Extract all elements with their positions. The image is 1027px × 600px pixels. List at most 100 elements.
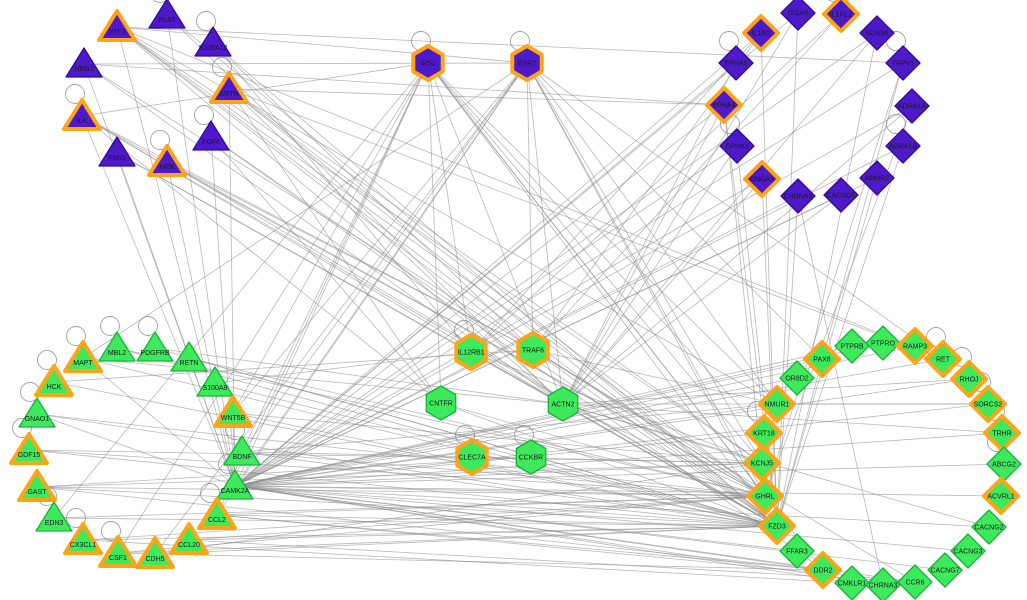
edge-esr2-fzd3 (526, 62, 778, 527)
node-ilk[interactable]: ILK (62, 98, 102, 131)
diamond-node-shape (986, 446, 1022, 482)
edge-artn-fzd3 (228, 88, 778, 527)
node-il1r2[interactable]: IL1R2 (742, 14, 780, 52)
node-or8d2[interactable]: OR8D2 (779, 360, 815, 396)
node-il1rl2[interactable]: IL1RL2 (822, 0, 860, 33)
triangle-node-shape (65, 47, 103, 78)
self-loop-pdgfrb (138, 316, 158, 336)
node-s100a12[interactable]: S100A12 (194, 26, 232, 57)
node-nrg1[interactable]: NRG1 (65, 47, 103, 78)
node-hrk[interactable]: HRK (147, 144, 187, 177)
node-clec7a[interactable]: CLEC7A (455, 438, 489, 476)
node-ffar3[interactable]: FFAR3 (779, 533, 815, 569)
node-chrna3[interactable]: CHRNA3 (865, 567, 901, 600)
edge-ilk-cntfr (81, 115, 442, 404)
node-il12rb1[interactable]: IL12RB1 (454, 333, 488, 371)
edge-actn2-fzd3 (562, 403, 778, 527)
triangle-node-shape (62, 98, 102, 131)
edge-s100a12-il12rb1 (212, 42, 472, 353)
edge-csf1-ddr2 (117, 552, 824, 571)
node-pdgfrb[interactable]: PDGFRB (136, 331, 174, 362)
node-adra1b[interactable]: ADRA1B (885, 128, 921, 164)
edge-irs1-csf1 (117, 62, 429, 554)
diamond-node-shape (897, 564, 933, 600)
edge-ccl2-fzd3 (216, 514, 778, 527)
triangle-node-shape (98, 136, 136, 167)
node-cacng7[interactable]: CACNG7 (927, 552, 963, 588)
edge-retn-fzd3 (188, 357, 778, 527)
edge-irs1-camk2a (234, 62, 429, 487)
node-cacng3[interactable]: CACNG3 (950, 533, 986, 569)
edge-esr2-actn2 (526, 62, 564, 405)
node-ntf3[interactable]: NTF3 (97, 9, 137, 42)
node-trpv1[interactable]: TRPV1 (885, 45, 921, 81)
self-loop-hck (37, 350, 57, 370)
node-esr2[interactable]: ESR2 (510, 44, 544, 82)
triangle-node-shape (9, 432, 49, 465)
node-adra1a[interactable]: ADRA1A (894, 88, 930, 124)
edge-cacng5-actn2 (562, 194, 842, 405)
edge-esr2-ghrl (526, 62, 766, 497)
edge-gdf15-ghrl (28, 449, 766, 497)
node-itga5[interactable]: ITGA5 (780, 0, 816, 31)
edge-camk2a-ptprb (234, 345, 853, 487)
node-mbl2[interactable]: MBL2 (98, 331, 136, 362)
edge-cdh5-kcnj5 (154, 462, 763, 555)
edge-cntfr-ghrl (440, 402, 766, 497)
edge-ntf3-esr2 (116, 26, 528, 64)
edge-camk2a-abcg2 (234, 463, 1005, 487)
diamond-node-shape (758, 385, 796, 423)
edge-esr2-ccl2 (216, 62, 528, 516)
edge-il1r2-fzd3 (760, 32, 778, 527)
edge-esr2-pax8 (526, 62, 823, 360)
node-chrna5[interactable]: CHRNA5 (780, 178, 816, 214)
diamond-node-shape (803, 340, 841, 378)
edge-nrg1-ghrl (83, 63, 766, 497)
edge-ntf3-trpv1 (116, 26, 904, 64)
edge-camk2a-fzd3 (234, 485, 778, 527)
nodes-layer: NTF3PLATS100A12NRG1ARTNILKFGF6FBN1HRKIRS… (9, 0, 1022, 600)
node-irs1[interactable]: IRS1 (411, 44, 445, 82)
edge-ccl20-ghrl (188, 495, 766, 541)
node-fgf6[interactable]: FGF6 (192, 120, 230, 151)
diamond-node-shape (950, 360, 988, 398)
node-plat[interactable]: PLAT (148, 0, 186, 29)
node-cacng5[interactable]: CACNG5 (823, 177, 859, 213)
node-gdf15[interactable]: GDF15 (9, 432, 49, 465)
node-amhr2[interactable]: AMHR2 (859, 160, 895, 196)
node-gast[interactable]: GAST (17, 469, 57, 502)
node-scn3b[interactable]: SCN3B (859, 15, 895, 51)
triangle-node-shape (17, 469, 57, 502)
node-ccr6[interactable]: CCR6 (897, 564, 933, 600)
node-fbn1[interactable]: FBN1 (98, 136, 136, 167)
edge-camk2a-trhr (234, 432, 1003, 487)
diamond-node-shape (718, 45, 754, 81)
node-gnao1[interactable]: GNAO1 (18, 397, 56, 428)
node-mapt[interactable]: MAPT (63, 340, 103, 373)
edge-ilk-fzd3 (81, 115, 778, 527)
edge-artn-ghrl (228, 88, 766, 497)
node-cacng2[interactable]: CACNG2 (971, 509, 1007, 545)
node-traf6[interactable]: TRAF6 (516, 331, 550, 369)
edge-il1rl2-traf6 (532, 13, 842, 351)
self-loop-hrk (150, 130, 170, 150)
hexagon-node-shape (547, 386, 579, 422)
node-abcg2[interactable]: ABCG2 (986, 446, 1022, 482)
node-wnt5b[interactable]: WNT5B (213, 395, 253, 428)
self-loop-csf1 (101, 521, 121, 541)
edge-plat-fzd3 (166, 14, 778, 527)
node-rhoj[interactable]: RHOJ (950, 360, 988, 398)
edge-esr2-nmur1 (526, 62, 778, 405)
diamond-node-shape (834, 565, 870, 600)
edge-gast-ghrl (36, 486, 766, 497)
edge-hrk-ghrl (166, 161, 766, 497)
node-cnga3[interactable]: CNGA3 (743, 160, 781, 198)
edge-ntf3-actn2 (116, 26, 564, 405)
hexagon-node-shape (411, 44, 445, 82)
edge-traf6-ghrl (532, 349, 766, 497)
edge-irs1-ccl2 (216, 62, 429, 516)
triangle-node-shape (98, 535, 138, 568)
edge-ccl20-fzd3 (188, 525, 778, 541)
node-acvrl1[interactable]: ACVRL1 (982, 477, 1020, 515)
